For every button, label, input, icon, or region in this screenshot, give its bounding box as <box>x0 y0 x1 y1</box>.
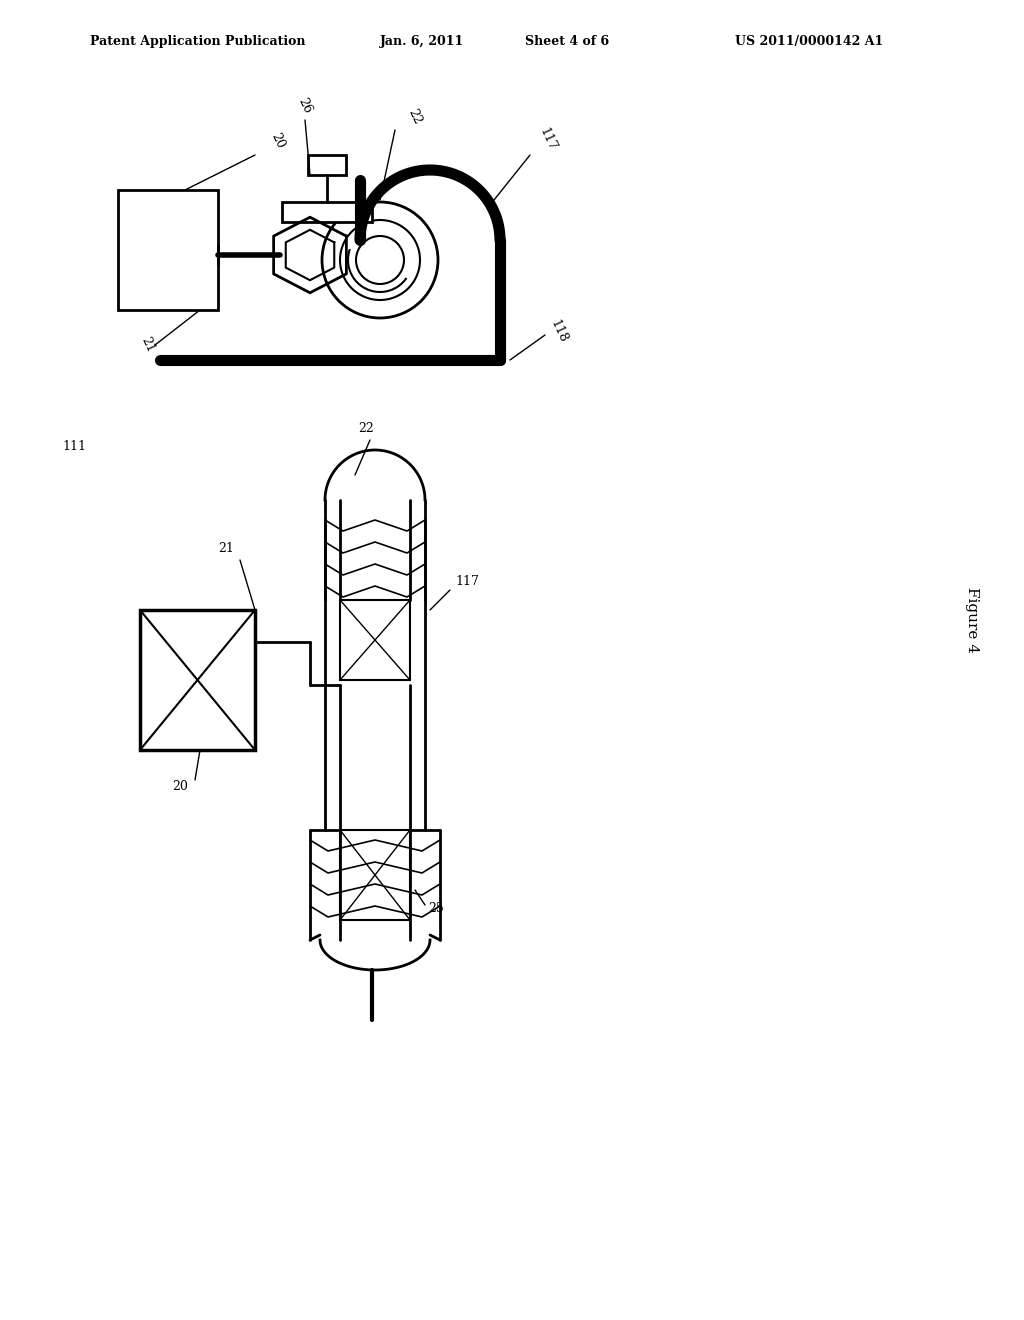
Text: 117: 117 <box>537 125 559 153</box>
Bar <box>308 154 346 176</box>
Bar <box>118 190 218 310</box>
Text: 26: 26 <box>295 96 313 116</box>
Text: 118: 118 <box>548 318 570 345</box>
Bar <box>340 830 410 920</box>
Text: 20: 20 <box>268 131 287 150</box>
Text: Sheet 4 of 6: Sheet 4 of 6 <box>525 36 609 48</box>
Text: 25: 25 <box>428 902 443 915</box>
Text: 21: 21 <box>138 335 157 355</box>
Text: 22: 22 <box>406 107 424 127</box>
Bar <box>340 601 410 680</box>
Bar <box>140 610 255 750</box>
Text: 111: 111 <box>62 440 86 453</box>
Text: Figure 4: Figure 4 <box>965 587 979 653</box>
Text: 117: 117 <box>455 576 479 587</box>
Text: 21: 21 <box>218 543 233 554</box>
Text: 20: 20 <box>172 780 187 793</box>
Text: Patent Application Publication: Patent Application Publication <box>90 36 305 48</box>
Text: US 2011/0000142 A1: US 2011/0000142 A1 <box>735 36 884 48</box>
Text: Jan. 6, 2011: Jan. 6, 2011 <box>380 36 464 48</box>
Text: 22: 22 <box>358 422 374 436</box>
Bar <box>282 202 372 222</box>
